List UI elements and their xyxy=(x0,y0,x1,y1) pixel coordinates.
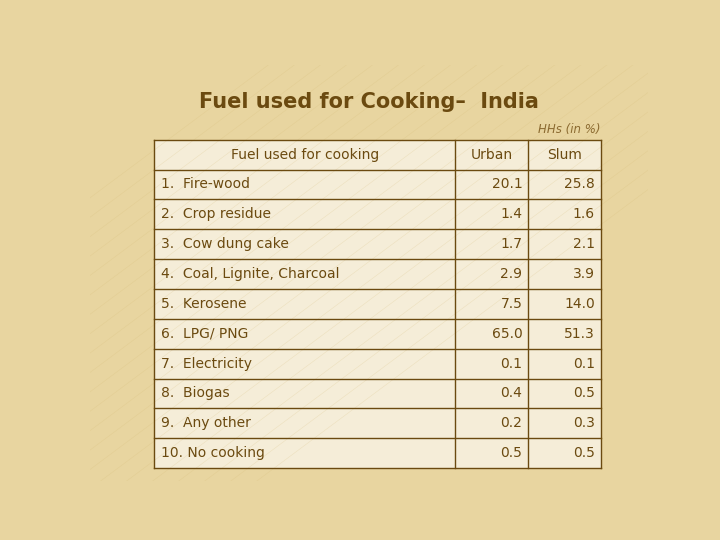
Text: 10. No cooking: 10. No cooking xyxy=(161,446,265,460)
Bar xyxy=(154,438,600,468)
Text: 25.8: 25.8 xyxy=(564,178,595,192)
Text: 6.  LPG/ PNG: 6. LPG/ PNG xyxy=(161,327,248,341)
Text: 1.6: 1.6 xyxy=(573,207,595,221)
Text: 51.3: 51.3 xyxy=(564,327,595,341)
Text: 20.1: 20.1 xyxy=(492,178,523,192)
Text: 0.1: 0.1 xyxy=(500,356,523,370)
Bar xyxy=(154,199,600,229)
Text: 0.3: 0.3 xyxy=(573,416,595,430)
Text: 1.4: 1.4 xyxy=(500,207,523,221)
Bar xyxy=(154,349,600,379)
Bar xyxy=(154,319,600,349)
Text: 1.7: 1.7 xyxy=(500,237,523,251)
Text: 8.  Biogas: 8. Biogas xyxy=(161,387,230,401)
Bar xyxy=(154,259,600,289)
Bar xyxy=(154,140,600,170)
Text: 1.  Fire-wood: 1. Fire-wood xyxy=(161,178,250,192)
Text: 2.1: 2.1 xyxy=(573,237,595,251)
Text: 2.9: 2.9 xyxy=(500,267,523,281)
Text: 7.  Electricity: 7. Electricity xyxy=(161,356,252,370)
Text: Fuel used for cooking: Fuel used for cooking xyxy=(230,147,379,161)
Bar xyxy=(154,229,600,259)
Text: 0.5: 0.5 xyxy=(573,387,595,401)
Text: HHs (in %): HHs (in %) xyxy=(538,123,600,136)
Text: 0.5: 0.5 xyxy=(500,446,523,460)
Text: Urban: Urban xyxy=(471,147,513,161)
Text: 4.  Coal, Lignite, Charcoal: 4. Coal, Lignite, Charcoal xyxy=(161,267,339,281)
Text: 0.5: 0.5 xyxy=(573,446,595,460)
Bar xyxy=(154,170,600,199)
Text: 65.0: 65.0 xyxy=(492,327,523,341)
Bar xyxy=(154,289,600,319)
Text: Fuel used for Cooking–  India: Fuel used for Cooking– India xyxy=(199,92,539,112)
Text: 2.  Crop residue: 2. Crop residue xyxy=(161,207,271,221)
Bar xyxy=(154,408,600,438)
Text: 9.  Any other: 9. Any other xyxy=(161,416,251,430)
Text: Slum: Slum xyxy=(546,147,582,161)
Text: 3.  Cow dung cake: 3. Cow dung cake xyxy=(161,237,289,251)
Text: 0.1: 0.1 xyxy=(573,356,595,370)
Text: 0.4: 0.4 xyxy=(500,387,523,401)
Bar xyxy=(154,379,600,408)
Text: 14.0: 14.0 xyxy=(564,297,595,311)
Text: 3.9: 3.9 xyxy=(573,267,595,281)
Text: 0.2: 0.2 xyxy=(500,416,523,430)
Text: 5.  Kerosene: 5. Kerosene xyxy=(161,297,246,311)
Text: 7.5: 7.5 xyxy=(500,297,523,311)
